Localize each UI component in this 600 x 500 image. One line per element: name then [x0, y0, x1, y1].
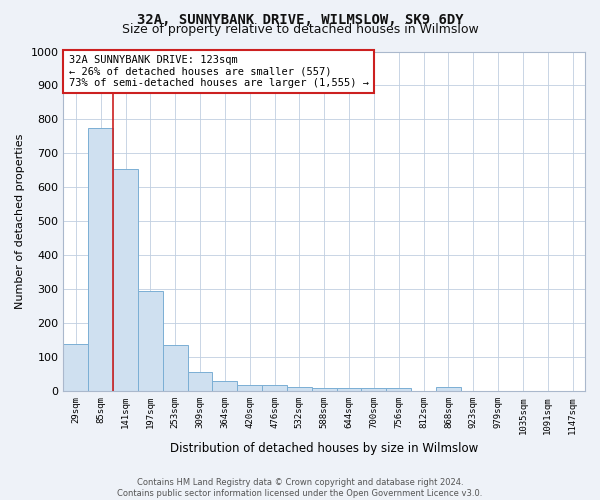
Bar [237, 385, 262, 391]
Text: Size of property relative to detached houses in Wilmslow: Size of property relative to detached ho… [122, 22, 478, 36]
Bar [337, 388, 361, 391]
X-axis label: Distribution of detached houses by size in Wilmslow: Distribution of detached houses by size … [170, 442, 478, 455]
Bar [361, 388, 386, 391]
Bar [64, 344, 88, 391]
Text: 32A, SUNNYBANK DRIVE, WILMSLOW, SK9 6DY: 32A, SUNNYBANK DRIVE, WILMSLOW, SK9 6DY [137, 12, 463, 26]
Bar [312, 388, 337, 391]
Bar [113, 168, 138, 391]
Bar [386, 388, 411, 391]
Y-axis label: Number of detached properties: Number of detached properties [15, 134, 25, 309]
Bar [188, 372, 212, 391]
Bar [212, 381, 237, 391]
Bar [138, 291, 163, 391]
Bar [262, 385, 287, 391]
Text: 32A SUNNYBANK DRIVE: 123sqm
← 26% of detached houses are smaller (557)
73% of se: 32A SUNNYBANK DRIVE: 123sqm ← 26% of det… [68, 55, 368, 88]
Text: Contains HM Land Registry data © Crown copyright and database right 2024.
Contai: Contains HM Land Registry data © Crown c… [118, 478, 482, 498]
Bar [163, 346, 188, 391]
Bar [436, 388, 461, 391]
Bar [88, 128, 113, 391]
Bar [287, 388, 312, 391]
